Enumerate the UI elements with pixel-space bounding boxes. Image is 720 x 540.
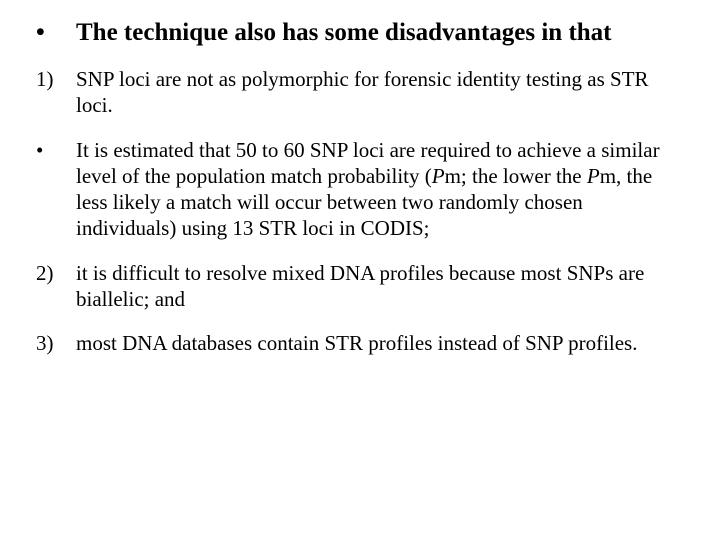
slide: • The technique also has some disadvanta… [0,0,720,540]
item-text: it is difficult to resolve mixed DNA pro… [76,260,684,313]
item-2: • It is estimated that 50 to 60 SNP loci… [36,137,684,242]
item-text: most DNA databases contain STR profiles … [76,330,684,356]
item-4: 3) most DNA databases contain STR profil… [36,330,684,356]
list-marker: 1) [36,66,76,92]
item-text: It is estimated that 50 to 60 SNP loci a… [76,137,684,242]
heading-text: The technique also has some disadvantage… [76,18,684,48]
list-marker: 2) [36,260,76,286]
heading-row: • The technique also has some disadvanta… [36,18,684,48]
item-text: SNP loci are not as polymorphic for fore… [76,66,684,119]
list-marker: 3) [36,330,76,356]
item-3: 2) it is difficult to resolve mixed DNA … [36,260,684,313]
item-1: 1) SNP loci are not as polymorphic for f… [36,66,684,119]
bullet-icon: • [36,137,76,163]
bullet-icon: • [36,18,76,48]
